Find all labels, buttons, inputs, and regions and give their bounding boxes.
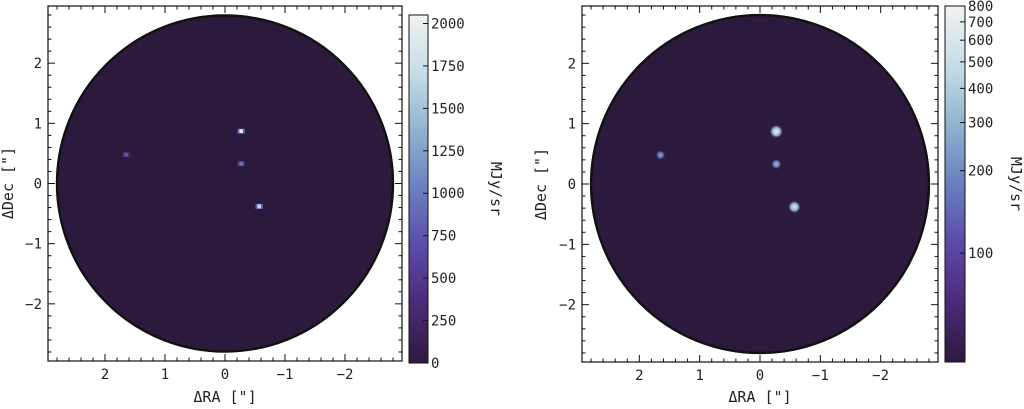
right-y-tick-label: −1 [559, 237, 576, 253]
right-source-3 [770, 158, 782, 170]
left-colorbar-tick-label: 1250 [431, 144, 465, 160]
left-colorbar-tick-label: 250 [431, 314, 456, 330]
left-aperture-disc [55, 14, 395, 353]
left-y-tick-label: −2 [25, 297, 42, 313]
left-colorbar-label: MJy/sr [487, 162, 505, 216]
left-colorbar [408, 14, 429, 364]
left-x-tick-label: −2 [337, 367, 354, 383]
right-source-1 [769, 124, 784, 139]
left-x-axis-label: ΔRA ["] [193, 388, 256, 406]
right-y-tick-label: 0 [568, 177, 576, 193]
right-x-tick-label: −2 [872, 368, 889, 384]
right-y-tick-label: 1 [568, 117, 576, 133]
left-source-4 [124, 152, 128, 157]
right-x-tick-label: 0 [756, 368, 764, 384]
right-y-tick-label: 2 [568, 56, 576, 72]
left-panel: 2 1 0 −1 −2 2 1 0 −1 −2 ΔRA ["] ΔDec ["] 0 250 500 7… [0, 5, 505, 406]
left-colorbar-tick-label: 1000 [431, 186, 465, 202]
right-colorbar-tick-label: 400 [968, 81, 993, 97]
right-x-tick-label: 2 [635, 368, 643, 384]
right-source-2 [787, 200, 802, 214]
right-x-tick-label: 1 [695, 368, 703, 384]
right-panel: 2 1 0 −1 −2 2 1 0 −1 −2 ΔRA ["] ΔDec ["] 100 200 30… [532, 0, 1024, 406]
right-x-axis-label: ΔRA ["] [728, 388, 791, 406]
left-x-tick-label: −1 [277, 367, 294, 383]
left-source-1 [239, 129, 243, 134]
left-colorbar-tick-label: 500 [431, 271, 456, 287]
right-x-tick-label: −1 [812, 368, 829, 384]
left-colorbar-tick-label: 2000 [431, 16, 465, 32]
left-colorbar-tick-label: 750 [431, 229, 456, 245]
right-y-axis-label: ΔDec ["] [532, 148, 550, 220]
left-x-tick-label: 0 [221, 367, 229, 383]
left-colorbar-tick-label: 1750 [431, 59, 465, 75]
right-aperture-disc [589, 13, 931, 355]
left-y-tick-label: 2 [34, 56, 42, 72]
right-colorbar-tick-label: 600 [968, 33, 993, 49]
left-x-tick-label: 2 [101, 367, 109, 383]
right-colorbar-tick-label: 500 [968, 55, 993, 71]
left-y-axis-label: ΔDec ["] [0, 147, 17, 219]
left-y-tick-label: −1 [25, 237, 42, 253]
right-colorbar-tick-label: 700 [968, 15, 993, 31]
left-colorbar-tick-label: 1500 [431, 101, 465, 117]
right-colorbar [944, 5, 966, 363]
right-y-tick-label: −2 [559, 298, 576, 314]
left-y-tick-label: 0 [34, 177, 42, 193]
right-colorbar-tick-label: 100 [968, 246, 993, 262]
left-colorbar-tick-label: 0 [431, 356, 439, 372]
right-colorbar-tick-label: 800 [968, 0, 993, 15]
right-colorbar-label: MJy/sr [1007, 157, 1024, 211]
left-source-3 [239, 161, 243, 166]
left-y-tick-label: 1 [34, 116, 42, 132]
right-colorbar-tick-label: 300 [968, 116, 993, 132]
right-source-4 [655, 150, 666, 161]
left-source-2 [257, 204, 262, 209]
right-colorbar-tick-label: 200 [968, 164, 993, 180]
left-x-tick-label: 1 [161, 367, 169, 383]
